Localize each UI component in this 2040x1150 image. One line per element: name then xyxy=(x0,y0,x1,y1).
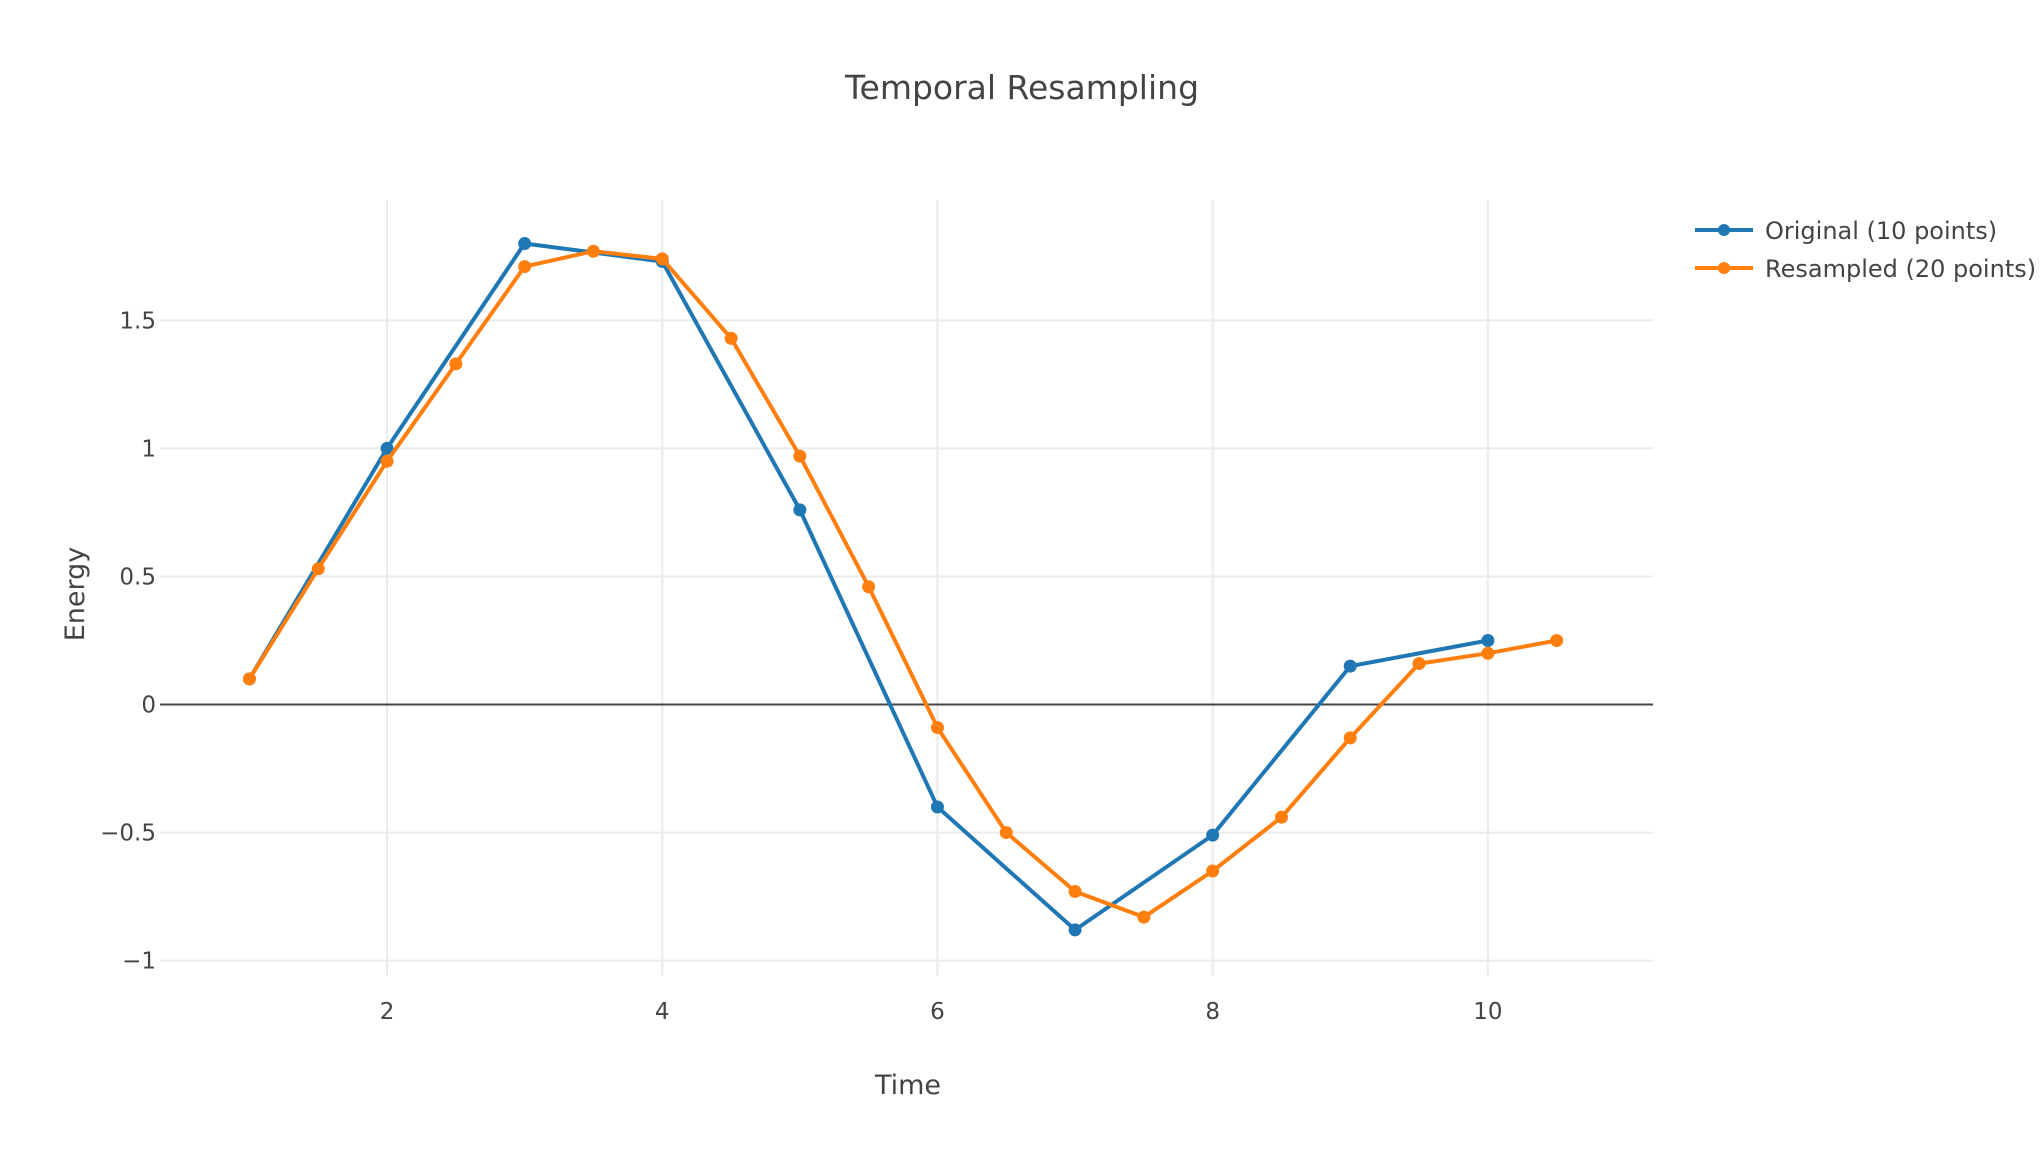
legend: Original (10 points) Resampled (20 point… xyxy=(1695,217,2036,283)
data-point-resampled xyxy=(311,562,325,576)
data-point-resampled xyxy=(449,357,463,371)
x-axis-title: Time xyxy=(874,1070,941,1101)
y-axis-title: Energy xyxy=(60,547,91,642)
y-tick-label: −0.5 xyxy=(100,821,156,847)
grid-layer xyxy=(160,200,1653,976)
series-line-resampled xyxy=(247,249,1559,920)
data-point-resampled xyxy=(586,244,600,258)
data-point-resampled xyxy=(655,252,669,266)
y-tick-label: 0 xyxy=(141,693,156,719)
data-point-resampled xyxy=(930,721,944,735)
legend-item-resampled[interactable]: Resampled (20 points) xyxy=(1695,255,2036,283)
x-tick-label: 8 xyxy=(1205,999,1220,1025)
data-point-resampled xyxy=(1274,810,1288,824)
data-point-resampled xyxy=(999,826,1013,840)
data-point-original xyxy=(1481,634,1495,648)
legend-label-original: Original (10 points) xyxy=(1765,217,1997,245)
data-point-resampled xyxy=(1068,884,1082,898)
data-point-original xyxy=(1206,828,1220,842)
y-tick-label: 0.5 xyxy=(119,564,156,590)
data-point-resampled xyxy=(793,449,807,463)
data-point-resampled xyxy=(1550,634,1564,648)
legend-swatch-marker-original xyxy=(1718,224,1730,236)
data-point-original xyxy=(518,237,532,251)
x-tick-label: 6 xyxy=(930,999,945,1025)
series-line-original xyxy=(247,241,1490,932)
series-layer xyxy=(242,237,1564,937)
data-point-original xyxy=(1068,923,1082,937)
y-tick-label: −1 xyxy=(122,949,156,975)
legend-swatch-marker-resampled xyxy=(1718,262,1730,274)
data-point-original xyxy=(1343,659,1357,673)
data-point-resampled xyxy=(1412,657,1426,671)
data-point-original xyxy=(380,441,394,455)
tick-label-layer: 2 4 6 8 10 −1 −0.5 0 0.5 1 1.5 xyxy=(100,308,1502,1025)
legend-item-original[interactable]: Original (10 points) xyxy=(1695,217,1997,245)
data-point-resampled xyxy=(518,260,532,274)
data-point-original xyxy=(793,503,807,517)
data-point-resampled xyxy=(1343,731,1357,745)
data-point-resampled xyxy=(1137,910,1151,924)
y-tick-label: 1 xyxy=(141,436,156,462)
data-point-resampled xyxy=(1481,646,1495,660)
data-point-resampled xyxy=(242,672,256,686)
chart-title: Temporal Resampling xyxy=(844,68,1199,107)
x-tick-label: 4 xyxy=(655,999,670,1025)
data-point-resampled xyxy=(724,331,738,345)
x-tick-label: 2 xyxy=(380,999,395,1025)
data-point-original xyxy=(930,800,944,814)
data-point-resampled xyxy=(862,580,876,594)
y-tick-label: 1.5 xyxy=(119,308,156,334)
data-point-resampled xyxy=(1206,864,1220,878)
data-point-resampled xyxy=(380,454,394,468)
x-tick-label: 10 xyxy=(1473,999,1502,1025)
legend-label-resampled: Resampled (20 points) xyxy=(1765,255,2036,283)
